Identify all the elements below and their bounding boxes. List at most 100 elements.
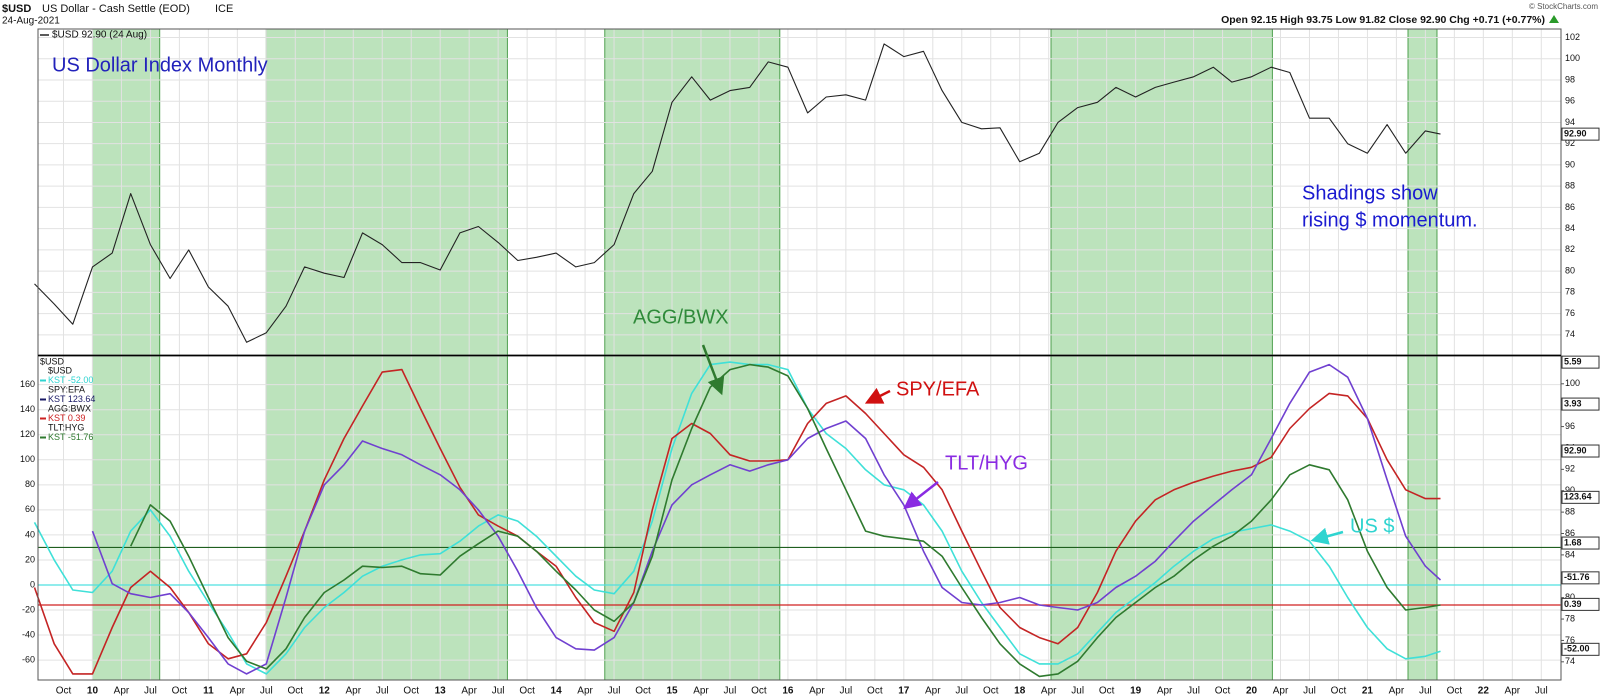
x-tick-label: 13 <box>435 686 447 697</box>
exchange: ICE <box>215 3 233 15</box>
value-tag-label: 92.90 <box>1564 129 1587 139</box>
data-layer <box>33 43 1561 678</box>
x-tick-label: 20 <box>1246 686 1258 697</box>
x-tick-label: Jul <box>1071 686 1084 697</box>
x-tick-label: Oct <box>635 686 651 697</box>
x-tick-label: Oct <box>172 686 188 697</box>
date: 24-Aug-2021 <box>2 16 60 27</box>
x-tick-label: Apr <box>230 686 246 697</box>
x-tick-label: Jul <box>260 686 273 697</box>
y2-tick-label: 76 <box>1565 635 1575 645</box>
y-tick-label: 74 <box>1565 329 1575 339</box>
x-tick-label: 21 <box>1362 686 1374 697</box>
legend-symbol: $USD <box>48 365 73 375</box>
y-tick-label: 96 <box>1565 96 1575 106</box>
series-annotation: AGG/BWX <box>633 306 729 328</box>
legend-symbol: SPY:EFA <box>48 384 85 394</box>
value-tag <box>1561 444 1600 458</box>
x-tick-label: 15 <box>666 686 678 697</box>
x-tick-label: 11 <box>203 686 214 697</box>
arrow <box>701 344 725 396</box>
y-tick-label: 140 <box>20 404 35 414</box>
y2-tick-label: 100 <box>1565 378 1580 388</box>
x-tick-label: Oct <box>519 686 535 697</box>
x-tick-label: Apr <box>577 686 593 697</box>
series-annotation: US $ <box>1350 515 1394 537</box>
legend-label: KST -51.76 <box>48 432 93 442</box>
x-tick-label: Jul <box>144 686 157 697</box>
value-tag-label: -51.76 <box>1564 572 1590 582</box>
value-tag <box>1561 642 1600 656</box>
y2-tick-label: 84 <box>1565 549 1575 559</box>
y2-tick-label: 86 <box>1565 528 1575 538</box>
x-tick-label: Apr <box>461 686 477 697</box>
y-tick-label: -40 <box>22 629 35 639</box>
y2-tick-label: 88 <box>1565 506 1575 516</box>
y-tick-label: 92 <box>1565 138 1575 148</box>
x-tick-label: Jul <box>955 686 968 697</box>
annotation: Shadings show <box>1302 182 1438 204</box>
y-tick-label: 60 <box>25 504 35 514</box>
y-tick-label: 78 <box>1565 287 1575 297</box>
x-tick-label: Jul <box>376 686 389 697</box>
legend-label: $USD 92.90 (24 Aug) <box>52 30 147 41</box>
arrow <box>864 387 891 404</box>
series-line <box>91 363 1442 675</box>
legend-symbol: AGG:BWX <box>48 403 91 413</box>
x-tick-label: Oct <box>1447 686 1463 697</box>
x-tick-label: Apr <box>809 686 825 697</box>
y-tick-label: 20 <box>25 554 35 564</box>
x-tick-label: Apr <box>1505 686 1521 697</box>
series-line <box>33 361 1441 675</box>
symbol: $USD <box>2 3 31 15</box>
x-tick-label: Jul <box>608 686 621 697</box>
y2-tick-label: 80 <box>1565 592 1575 602</box>
value-tag <box>1561 127 1600 141</box>
series-line <box>33 368 1441 675</box>
x-tick-label: Apr <box>1389 686 1405 697</box>
y-tick-label: -20 <box>22 604 35 614</box>
y-tick-label: 94 <box>1565 117 1575 127</box>
y-tick-label: 120 <box>20 429 35 439</box>
x-tick-label: Oct <box>1099 686 1115 697</box>
value-tag-label: -52.00 <box>1564 644 1590 654</box>
x-tick-label: 16 <box>782 686 794 697</box>
y-tick-label: -60 <box>22 654 35 664</box>
legend-symbol: TLT:HYG <box>48 422 84 432</box>
y-tick-label: 76 <box>1565 308 1575 318</box>
y-tick-label: 100 <box>1565 53 1580 63</box>
y-tick-label: 80 <box>25 479 35 489</box>
value-tag <box>1561 355 1600 369</box>
y-tick-label: 40 <box>25 529 35 539</box>
value-tag <box>1561 571 1600 585</box>
series-line <box>129 363 1441 678</box>
x-tick-label: 22 <box>1478 686 1490 697</box>
y-tick-label: 100 <box>20 454 35 464</box>
up-arrow <box>1549 15 1559 23</box>
x-tick-label: Jul <box>1187 686 1200 697</box>
y-tick-label: 82 <box>1565 244 1575 254</box>
x-tick-label: Apr <box>1157 686 1173 697</box>
x-tick-label: Apr <box>1273 686 1289 697</box>
x-tick-label: Jul <box>1419 686 1432 697</box>
legend-title: $USD <box>40 356 65 366</box>
x-tick-label: 18 <box>1014 686 1026 697</box>
x-tick-label: Apr <box>345 686 361 697</box>
x-tick-label: Jul <box>492 686 505 697</box>
y2-tick-label: 92 <box>1565 464 1575 474</box>
y-tick-label: 102 <box>1565 32 1580 42</box>
series-annotation: SPY/EFA <box>896 378 980 400</box>
x-tick-label: Oct <box>867 686 883 697</box>
y-tick-label: 80 <box>1565 265 1575 275</box>
y2-tick-label: 78 <box>1565 613 1575 623</box>
y-tick-label: 84 <box>1565 223 1575 233</box>
annotation: rising $ momentum. <box>1302 209 1478 231</box>
y-tick-label: 90 <box>1565 159 1575 169</box>
x-tick-label: 14 <box>551 686 563 697</box>
x-tick-label: 17 <box>898 686 910 697</box>
x-tick-label: Oct <box>983 686 999 697</box>
x-tick-label: 12 <box>319 686 331 697</box>
series-line <box>34 43 1441 343</box>
chart-title: US Dollar - Cash Settle (EOD) <box>42 3 190 15</box>
